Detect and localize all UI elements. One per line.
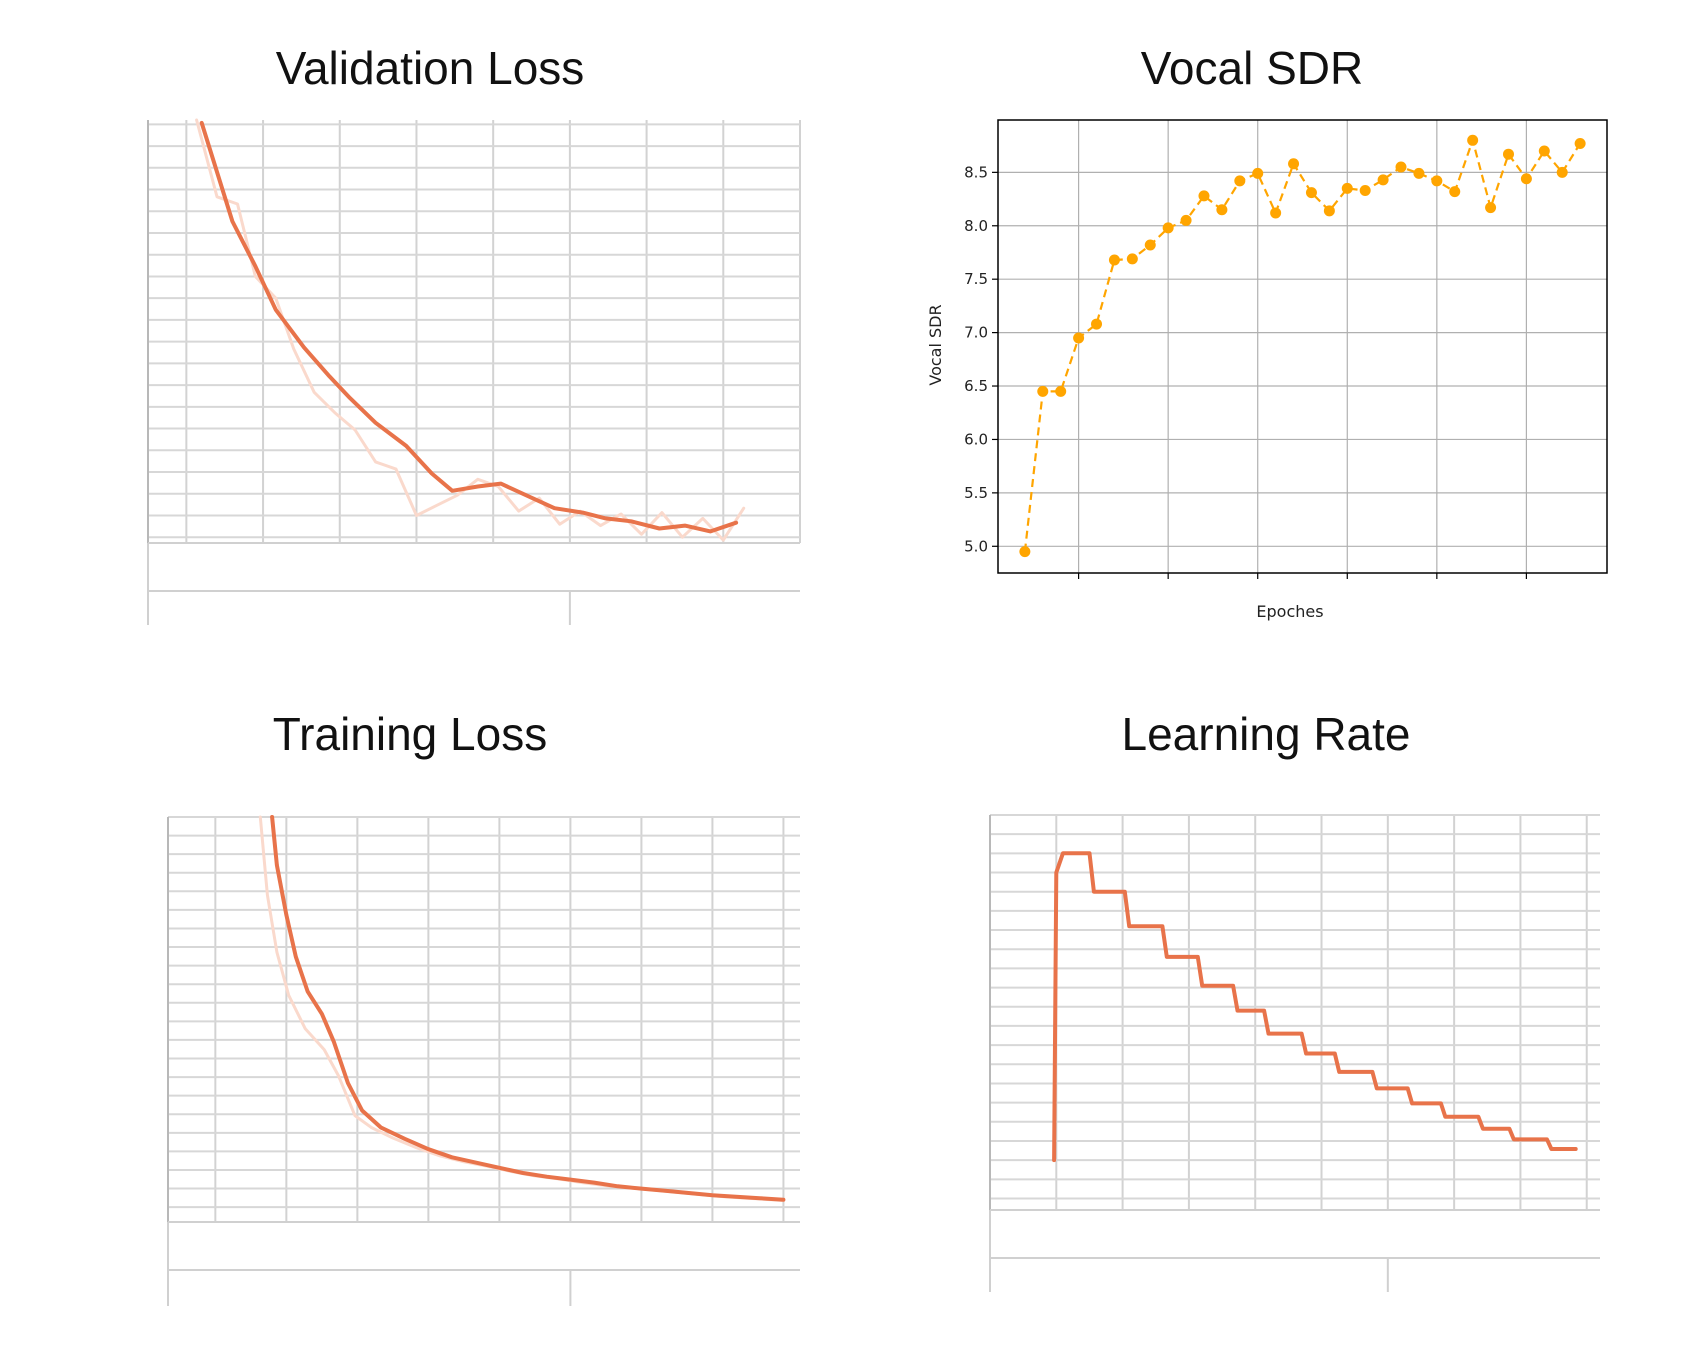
vocal-sdr-point [1180, 214, 1192, 226]
y-tick-label: 8.5 [964, 163, 988, 181]
training-loss-x-ticks [167, 1222, 800, 1306]
learning-rate-title: Learning Rate [1122, 708, 1411, 760]
vocal-sdr-point [1502, 148, 1514, 160]
vocal-sdr-point [1252, 167, 1264, 179]
vocal-sdr-point [1520, 173, 1532, 185]
vocal-sdr-point [1144, 239, 1156, 251]
vocal-sdr-chart: Vocal SDR 5.0 5.5 6.0 6.5 7.0 7.5 8.0 8.5 Epoch… [926, 42, 1608, 621]
y-tick-label: 8.0 [964, 217, 988, 235]
y-tick-label: 7.0 [964, 324, 988, 342]
vocal-sdr-point [1323, 205, 1335, 217]
y-tick-label: 6.5 [964, 377, 988, 395]
vocal-sdr-point [1449, 186, 1461, 198]
raw-series-line [258, 815, 785, 1202]
y-tick-label: 5.5 [964, 484, 988, 502]
vocal-sdr-point [1431, 175, 1443, 187]
vocal-sdr-point [1413, 167, 1425, 179]
validation-loss-title: Validation Loss [276, 42, 585, 94]
smoothed-series-line [270, 815, 786, 1202]
plot-frame [997, 119, 1608, 574]
vocal-sdr-point [1126, 253, 1138, 265]
smoothed-series-line [1052, 851, 1578, 1163]
validation-loss-grid [147, 120, 801, 544]
vocal-sdr-point [1574, 138, 1586, 150]
vocal-sdr-point [1341, 182, 1353, 194]
vocal-sdr-point [1073, 332, 1085, 344]
vocal-sdr-point [1234, 175, 1246, 187]
vocal-sdr-point [1395, 161, 1407, 173]
vocal-sdr-point [1288, 158, 1300, 170]
vocal-sdr-y-axis-label: Vocal SDR [926, 304, 945, 385]
vocal-sdr-title: Vocal SDR [1141, 42, 1363, 94]
raw-series-line [195, 118, 746, 542]
training-loss-series [258, 815, 786, 1202]
vocal-sdr-point [1216, 204, 1228, 216]
vocal-sdr-point [1055, 385, 1067, 397]
learning-rate-x-ticks [989, 1210, 1600, 1292]
vocal-sdr-point [1037, 385, 1049, 397]
vocal-sdr-x-ticks [1078, 573, 1527, 579]
vocal-sdr-series [1019, 134, 1586, 558]
vocal-sdr-point [1538, 145, 1550, 157]
vocal-sdr-point [1162, 222, 1174, 234]
vocal-sdr-point [1091, 318, 1103, 330]
vocal-sdr-point [1377, 174, 1389, 186]
training-loss-grid [167, 816, 800, 1223]
vocal-sdr-point [1108, 254, 1120, 266]
validation-loss-chart: Validation Loss [147, 42, 801, 625]
smoothed-series-line [199, 120, 739, 534]
vocal-sdr-point [1467, 134, 1479, 146]
vocal-sdr-y-ticks: 5.0 5.5 6.0 6.5 7.0 7.5 8.0 8.5 [964, 163, 998, 555]
vocal-sdr-point [1270, 207, 1282, 219]
validation-loss-series [195, 118, 746, 542]
validation-loss-x-ticks [147, 543, 800, 625]
vocal-sdr-line [1023, 136, 1582, 552]
vocal-sdr-point [1019, 546, 1031, 558]
training-loss-chart: Training Loss [167, 708, 800, 1306]
learning-rate-series [1052, 851, 1578, 1163]
vocal-sdr-grid [997, 119, 1608, 574]
vocal-sdr-point [1556, 166, 1568, 178]
y-tick-label: 7.5 [964, 270, 988, 288]
vocal-sdr-point [1359, 185, 1371, 197]
learning-rate-grid [989, 814, 1600, 1211]
y-tick-label: 6.0 [964, 430, 988, 448]
vocal-sdr-point [1198, 190, 1210, 202]
y-tick-label: 5.0 [964, 537, 988, 555]
training-loss-title: Training Loss [273, 708, 547, 760]
vocal-sdr-point [1305, 187, 1317, 199]
learning-rate-chart: Learning Rate [989, 708, 1600, 1292]
vocal-sdr-x-axis-label: Epoches [1256, 602, 1323, 621]
vocal-sdr-point [1485, 202, 1497, 214]
